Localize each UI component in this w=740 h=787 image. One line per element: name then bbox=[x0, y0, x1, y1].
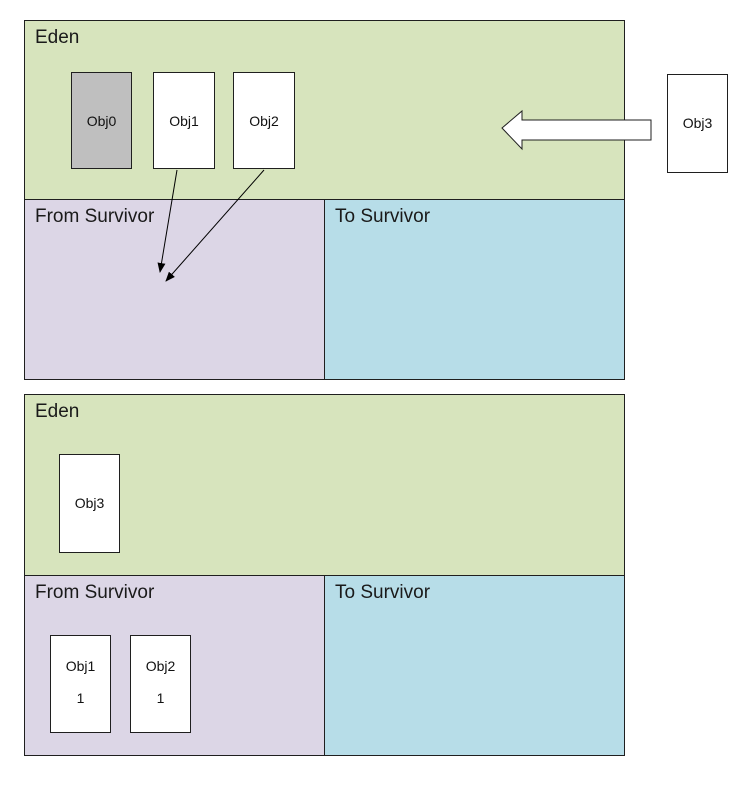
object-obj2: Obj2 bbox=[233, 72, 295, 169]
object-label: Obj3 bbox=[74, 495, 105, 511]
object-label: Obj3 bbox=[682, 115, 713, 131]
object-label: Obj2 bbox=[145, 658, 176, 674]
to-survivor-region: To Survivor bbox=[324, 575, 625, 756]
from-survivor-label: From Survivor bbox=[35, 582, 155, 603]
incoming-object-obj3: Obj3 bbox=[667, 74, 728, 173]
object-obj3: Obj3 bbox=[59, 454, 120, 553]
to-survivor-label: To Survivor bbox=[335, 582, 431, 603]
object-label: Obj1 bbox=[65, 658, 96, 674]
eden-label: Eden bbox=[35, 401, 80, 422]
object-label: Obj2 bbox=[249, 113, 279, 129]
object-label: Obj1 bbox=[169, 113, 199, 129]
to-survivor-region: To Survivor bbox=[324, 199, 625, 380]
object-obj1: Obj1 bbox=[153, 72, 215, 169]
from-survivor-region: From Survivor bbox=[24, 199, 325, 380]
from-survivor-label: From Survivor bbox=[35, 206, 155, 227]
object-age: 1 bbox=[76, 690, 85, 706]
object-age: 1 bbox=[156, 690, 165, 706]
object-obj0: Obj0 bbox=[71, 72, 132, 169]
object-obj1: Obj1 1 bbox=[50, 635, 111, 733]
object-obj2: Obj2 1 bbox=[130, 635, 191, 733]
to-survivor-label: To Survivor bbox=[335, 206, 431, 227]
object-label: Obj0 bbox=[86, 113, 117, 129]
eden-label: Eden bbox=[35, 27, 80, 48]
